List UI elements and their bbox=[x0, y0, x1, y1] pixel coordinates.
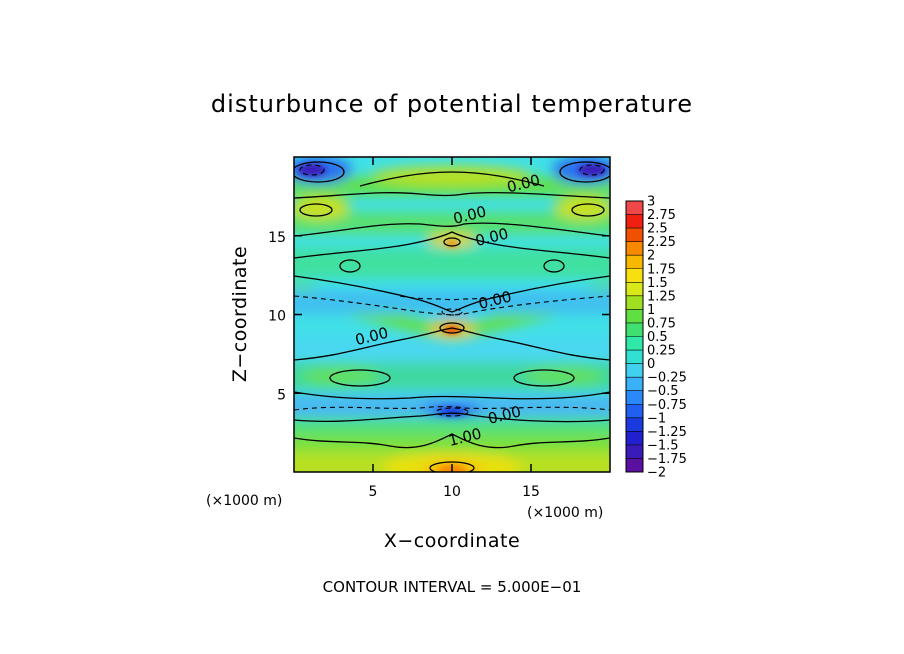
colorbar-swatch bbox=[626, 444, 643, 459]
colorbar-label: 1 bbox=[647, 303, 655, 318]
colorbar-label: 2.5 bbox=[647, 222, 668, 237]
colorbar-swatch bbox=[626, 390, 643, 405]
colorbar-label: 1.25 bbox=[647, 289, 676, 304]
colorbar-swatch bbox=[626, 350, 643, 364]
colorbar-label: −1.25 bbox=[647, 425, 687, 440]
y-tick-label: 10 bbox=[268, 309, 286, 325]
colorbar-swatch bbox=[626, 255, 643, 269]
chart-title: disturbunce of potential temperature bbox=[211, 90, 693, 118]
colorbar-swatch bbox=[626, 295, 643, 310]
colorbar-label: 3 bbox=[647, 195, 655, 210]
colorbar-swatch bbox=[626, 336, 643, 351]
y-axis-label: Z−coordinate bbox=[229, 246, 251, 382]
colorbar-swatch bbox=[626, 404, 643, 418]
x-axis-unit: (×1000 m) bbox=[527, 505, 603, 521]
colorbar: −2−1.75−1.5−1.25−1−0.75−0.5−0.2500.250.5… bbox=[625, 195, 687, 481]
colorbar-label: −1 bbox=[647, 411, 666, 426]
colorbar-label: 1.75 bbox=[647, 262, 676, 277]
colorbar-swatch bbox=[626, 201, 643, 215]
colorbar-label: −1.5 bbox=[647, 438, 679, 453]
colorbar-label: 0.5 bbox=[647, 330, 668, 345]
colorbar-label: 2 bbox=[647, 249, 655, 264]
colorbar-label: −0.5 bbox=[647, 384, 679, 399]
colorbar-label: −0.75 bbox=[647, 398, 687, 413]
negative-contour-lines bbox=[294, 164, 610, 417]
x-tick-label: 5 bbox=[369, 484, 378, 500]
colorbar-swatch bbox=[626, 214, 643, 229]
colorbar-swatch bbox=[626, 241, 643, 256]
colorbar-swatch bbox=[626, 282, 643, 296]
colorbar-label: 0.75 bbox=[647, 316, 676, 331]
y-tick-label: 5 bbox=[277, 387, 286, 403]
colorbar-swatch bbox=[626, 431, 643, 445]
colorbar-label: 2.75 bbox=[647, 208, 676, 223]
colorbar-label: −2 bbox=[647, 466, 666, 481]
colorbar-label: 0.25 bbox=[647, 344, 676, 359]
colorbar-swatch bbox=[626, 377, 643, 391]
colorbar-swatch bbox=[626, 417, 643, 432]
colorbar-label: 1.5 bbox=[647, 276, 668, 291]
x-axis-ticks: 5 10 15 bbox=[369, 157, 540, 500]
x-tick-label: 15 bbox=[522, 484, 540, 500]
colorbar-swatch bbox=[626, 322, 643, 337]
colorbar-label: −0.25 bbox=[647, 371, 687, 386]
colorbar-label: 2.25 bbox=[647, 235, 676, 250]
x-axis-label: X−coordinate bbox=[384, 530, 520, 552]
colorbar-swatch bbox=[626, 458, 643, 472]
colorbar-swatch bbox=[626, 309, 643, 323]
z-axis-unit: (×1000 m) bbox=[206, 493, 282, 509]
colorbar-swatch bbox=[626, 268, 643, 283]
contour-interval-note: CONTOUR INTERVAL = 5.000E−01 bbox=[323, 578, 582, 596]
contour-labels: 0.000.000.000.000.000.001.00 bbox=[353, 171, 541, 450]
contour-lines bbox=[294, 161, 610, 472]
colorbar-label: 0 bbox=[647, 357, 655, 372]
heatmap-field bbox=[294, 157, 610, 472]
colorbar-swatch bbox=[626, 228, 643, 242]
colorbar-swatch bbox=[626, 363, 643, 378]
colorbar-label: −1.75 bbox=[647, 452, 687, 467]
x-tick-label: 10 bbox=[443, 484, 461, 500]
y-tick-label: 15 bbox=[268, 230, 286, 246]
y-axis-ticks: 5 10 15 bbox=[268, 230, 610, 403]
